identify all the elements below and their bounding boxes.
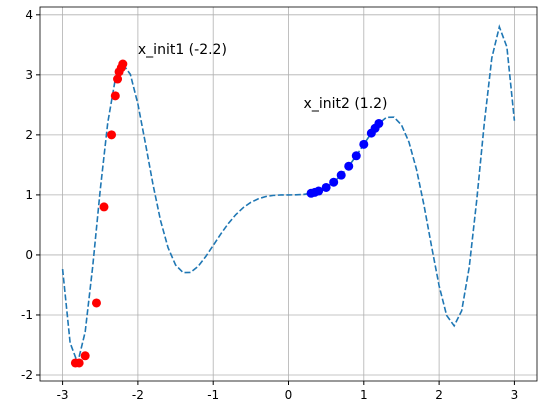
y-tick-label: -1	[21, 308, 33, 322]
curve	[61, 24, 516, 366]
x-tick-label: 2	[435, 388, 443, 402]
y-tick-label: -2	[21, 368, 33, 382]
y-tick-label: 1	[25, 188, 33, 202]
scatter-point	[344, 161, 354, 171]
scatter-point	[359, 139, 369, 149]
y-tick-label: 3	[25, 68, 33, 82]
scatter-point	[374, 118, 384, 128]
x-tick-label: -3	[57, 388, 69, 402]
scatter-point	[91, 298, 101, 308]
scatter-point	[314, 186, 324, 196]
scatter-point	[80, 351, 90, 361]
x-tick-label: 1	[360, 388, 368, 402]
x-tick-label: -2	[132, 388, 144, 402]
scatter-point	[336, 170, 346, 180]
scatter-point	[321, 182, 331, 192]
scatter-point	[329, 177, 339, 187]
y-tick-label: 0	[25, 248, 33, 262]
scatter-point	[351, 151, 361, 161]
scatter-point	[113, 74, 123, 84]
x-tick-label: -1	[207, 388, 219, 402]
annotation: x_init1 (-2.2)	[138, 42, 227, 58]
scatter-point	[114, 67, 124, 77]
x-tick-label: 3	[511, 388, 519, 402]
scatter-point	[110, 91, 120, 101]
scatter-point	[107, 130, 117, 140]
y-tick-label: 4	[25, 8, 33, 22]
scatter-point	[99, 202, 109, 212]
scatter-point	[70, 358, 80, 368]
axes-frame	[39, 6, 538, 382]
annotation: x_init2 (1.2)	[304, 96, 388, 112]
y-tick-label: 2	[25, 128, 33, 142]
x-tick-label: 0	[285, 388, 293, 402]
